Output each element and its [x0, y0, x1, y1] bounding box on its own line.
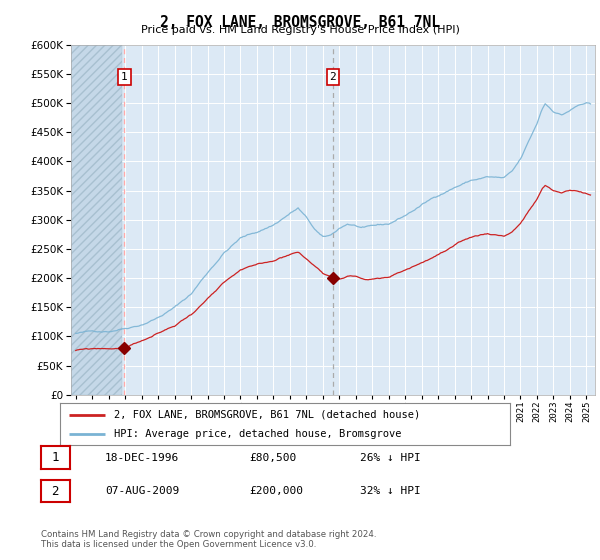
Text: 32% ↓ HPI: 32% ↓ HPI [360, 486, 421, 496]
Text: 07-AUG-2009: 07-AUG-2009 [105, 486, 179, 496]
Text: £80,500: £80,500 [249, 452, 296, 463]
Text: 1: 1 [52, 451, 59, 464]
Text: This data is licensed under the Open Government Licence v3.0.: This data is licensed under the Open Gov… [41, 540, 316, 549]
Text: Price paid vs. HM Land Registry's House Price Index (HPI): Price paid vs. HM Land Registry's House … [140, 25, 460, 35]
Text: 26% ↓ HPI: 26% ↓ HPI [360, 452, 421, 463]
Text: 2: 2 [52, 484, 59, 498]
Text: £200,000: £200,000 [249, 486, 303, 496]
Text: 2, FOX LANE, BROMSGROVE, B61 7NL (detached house): 2, FOX LANE, BROMSGROVE, B61 7NL (detach… [114, 409, 420, 419]
Text: 18-DEC-1996: 18-DEC-1996 [105, 452, 179, 463]
Text: Contains HM Land Registry data © Crown copyright and database right 2024.: Contains HM Land Registry data © Crown c… [41, 530, 376, 539]
Text: HPI: Average price, detached house, Bromsgrove: HPI: Average price, detached house, Brom… [114, 429, 401, 439]
Text: 1: 1 [121, 72, 128, 82]
Text: 2: 2 [329, 72, 336, 82]
Text: 2, FOX LANE, BROMSGROVE, B61 7NL: 2, FOX LANE, BROMSGROVE, B61 7NL [160, 15, 440, 30]
